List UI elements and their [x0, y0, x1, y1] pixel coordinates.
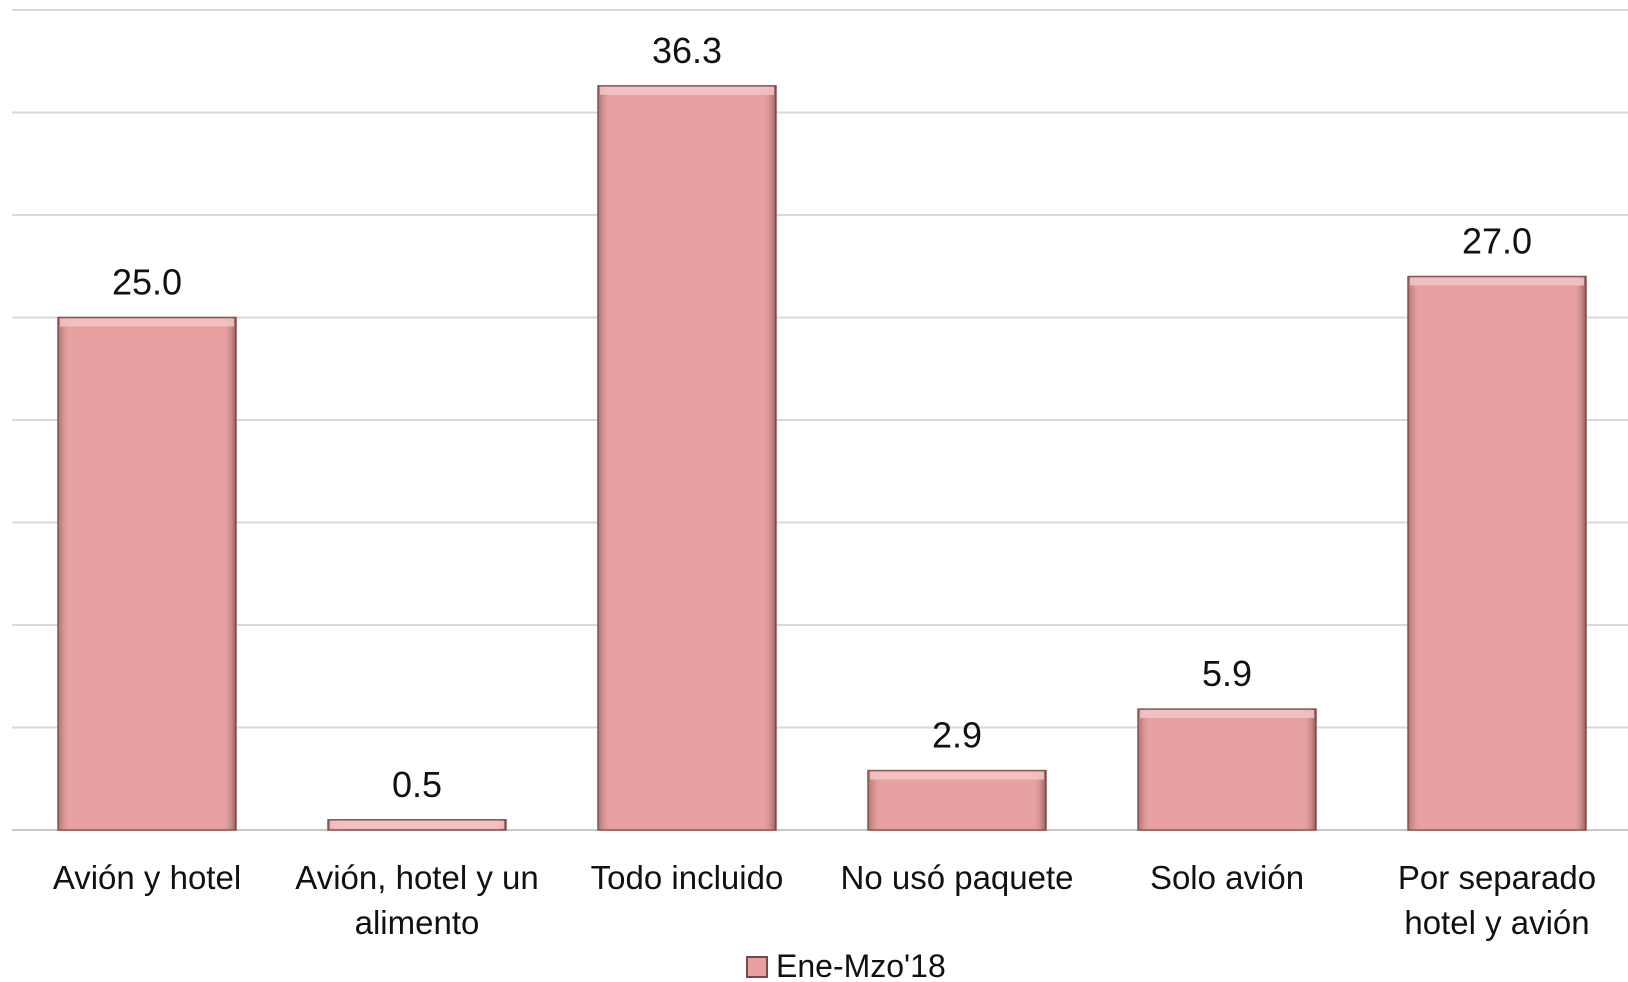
bar-group: [597, 85, 777, 831]
bar-group: [867, 769, 1047, 831]
x-tick-label-line: Solo avión: [1150, 859, 1304, 896]
data-label: 0.5: [392, 764, 442, 805]
bar-highlight: [870, 771, 1044, 780]
bars: [57, 85, 1587, 831]
x-tick-label-line: Por separado: [1398, 859, 1596, 896]
bar-group: [1137, 708, 1317, 831]
data-labels: 25.0 0.5 36.3 2.9 5.9 27.0: [112, 30, 1532, 805]
data-label: 27.0: [1462, 221, 1532, 262]
x-tick-label: Avión y hotel: [53, 859, 241, 896]
x-tick-label-line: Avión, hotel y un: [295, 859, 538, 896]
legend-swatch: [746, 956, 768, 978]
data-label: 2.9: [932, 715, 982, 756]
bar-highlight: [60, 318, 234, 327]
bar-highlight: [600, 86, 774, 95]
bar-bevel: [598, 85, 776, 831]
bar-highlight: [1140, 710, 1314, 719]
legend-label: Ene-Mzo'18: [776, 948, 946, 982]
x-tick-label: No usó paquete: [840, 859, 1073, 896]
x-tick-label: Solo avión: [1150, 859, 1304, 896]
x-tick-label-line: Todo incluido: [591, 859, 784, 896]
legend: Ene-Mzo'18: [746, 948, 946, 982]
x-tick-label-line: alimento: [355, 904, 480, 941]
data-label: 36.3: [652, 30, 722, 71]
x-tick-label: Todo incluido: [591, 859, 784, 896]
data-label: 25.0: [112, 262, 182, 303]
bar-highlight: [330, 820, 504, 829]
x-tick-label-line: Avión y hotel: [53, 859, 241, 896]
x-axis-tick-labels: Avión y hotel Avión, hotel y un alimento To…: [53, 859, 1596, 941]
bar-bevel: [1138, 709, 1316, 830]
bar-bevel: [868, 770, 1046, 830]
x-tick-label-line: hotel y avión: [1404, 904, 1589, 941]
x-tick-label: Por separado hotel y avión: [1398, 859, 1596, 941]
bar-group: [327, 819, 507, 831]
bar-highlight: [1410, 277, 1584, 286]
x-tick-label-line: No usó paquete: [840, 859, 1073, 896]
x-tick-label: Avión, hotel y un alimento: [295, 859, 538, 941]
bar-bevel: [1408, 276, 1586, 830]
data-label: 5.9: [1202, 653, 1252, 694]
gridlines: [12, 9, 1628, 831]
bar-bevel: [58, 317, 236, 830]
bar-group: [57, 316, 237, 831]
bar-group: [1407, 275, 1587, 831]
